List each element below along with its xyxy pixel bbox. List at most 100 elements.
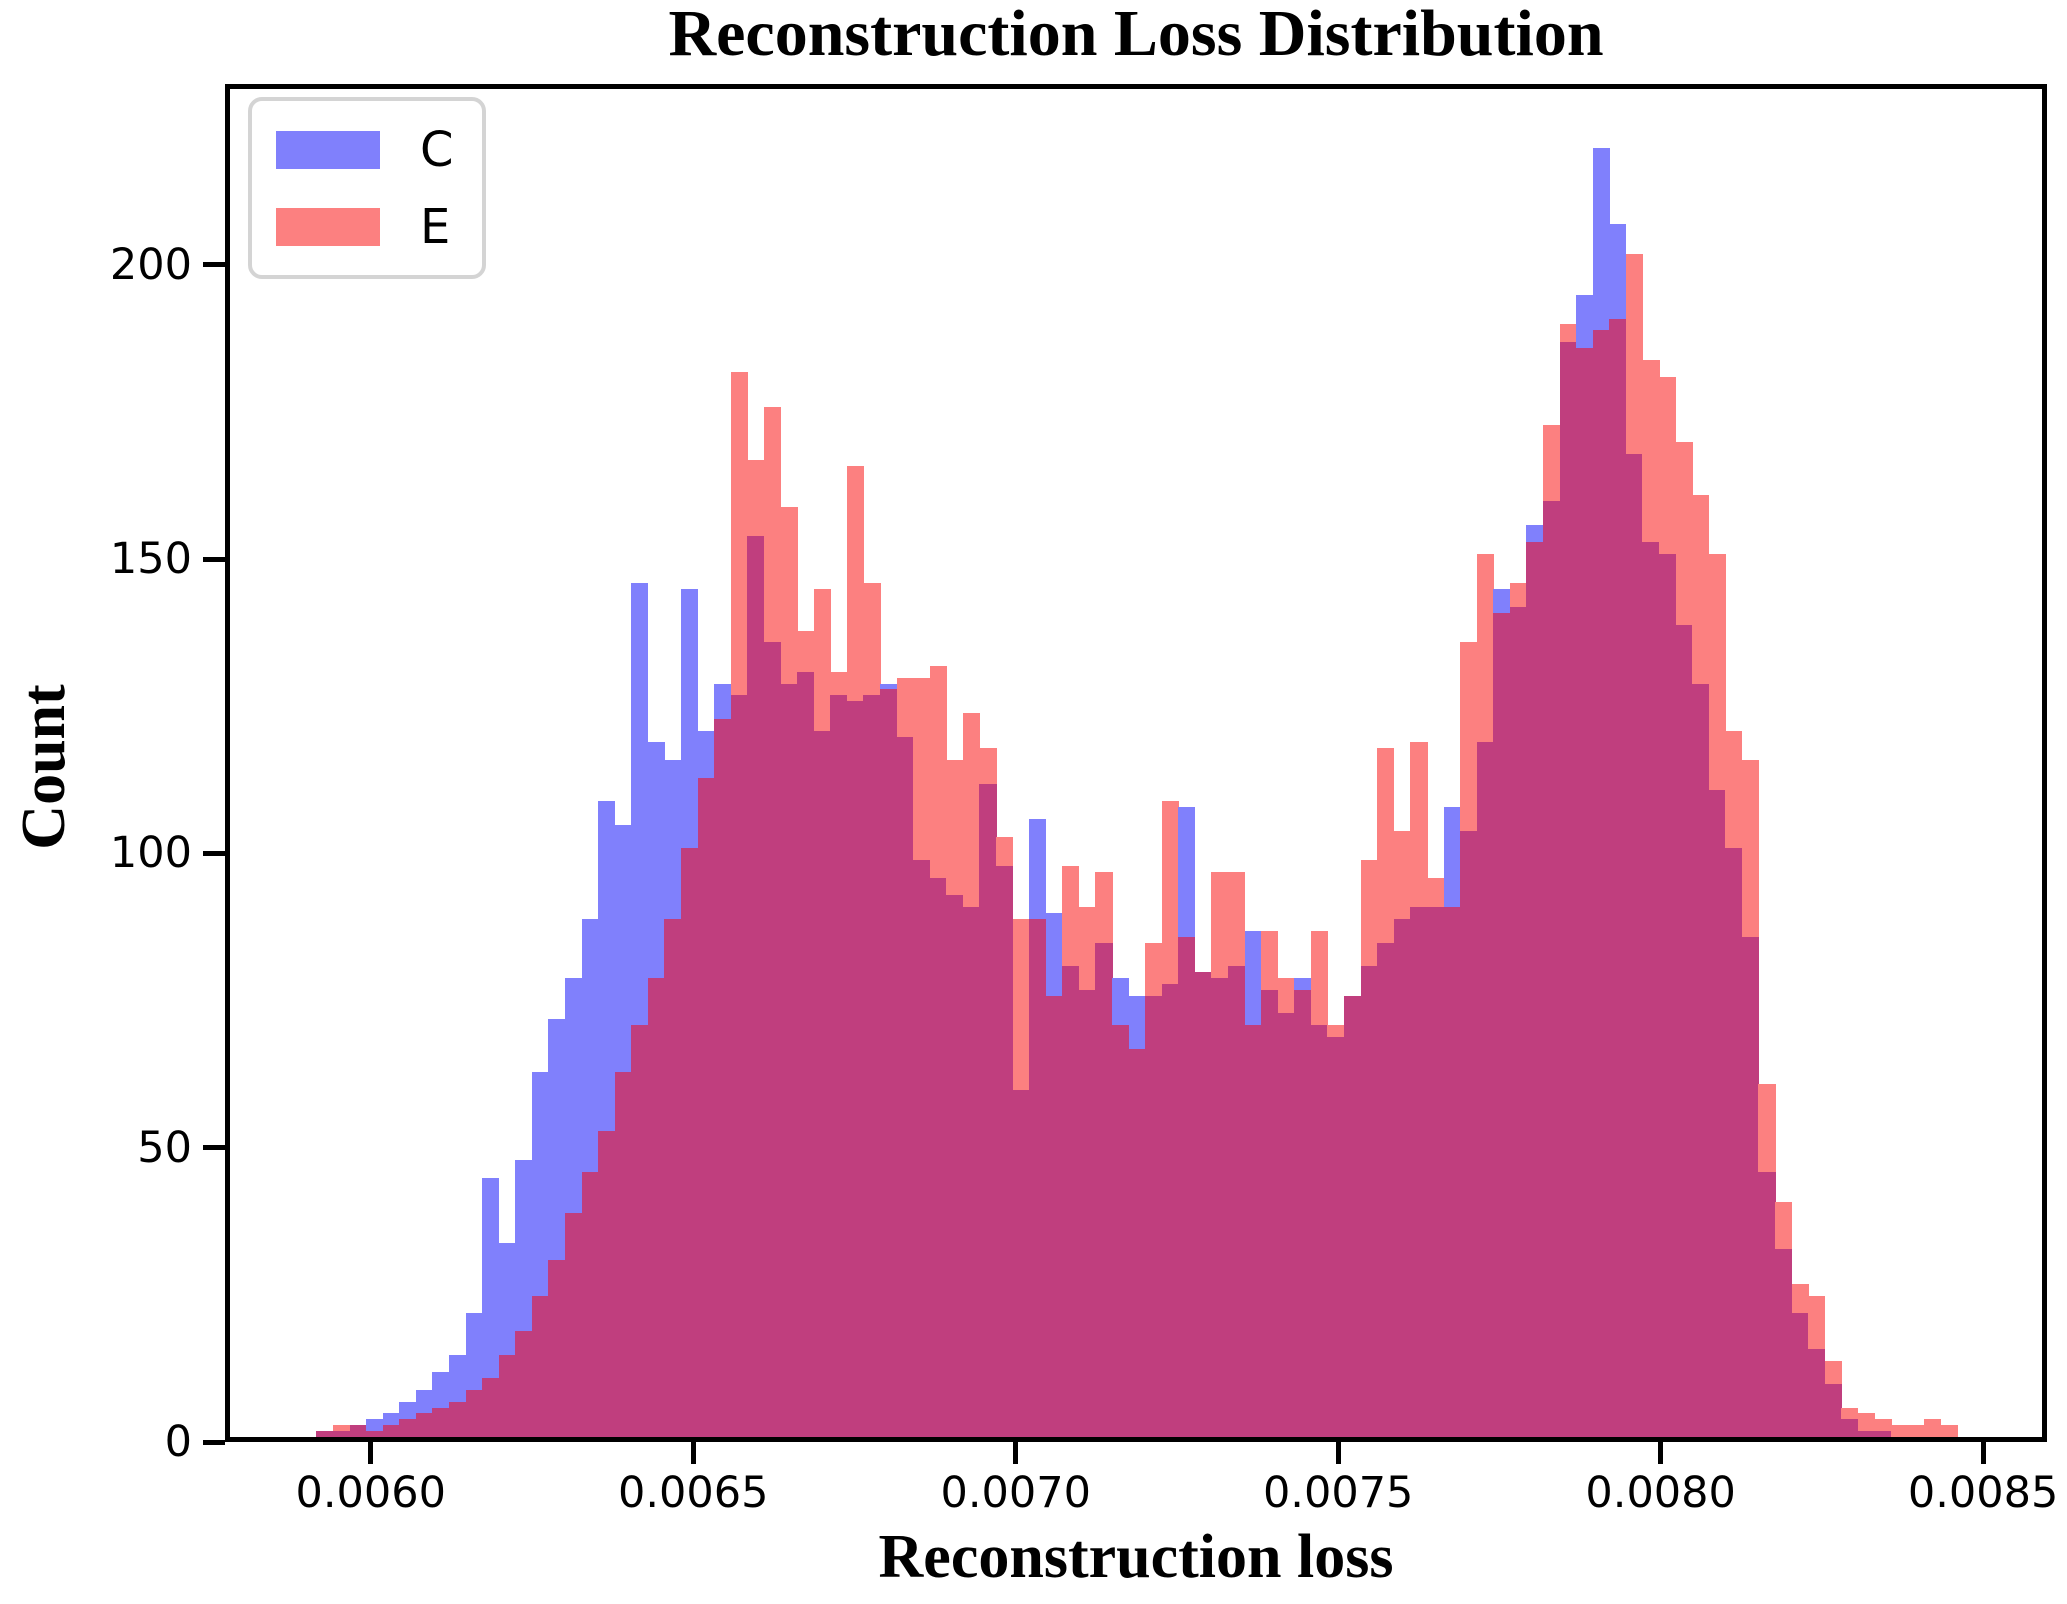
overlap-segment: [1294, 989, 1312, 1437]
histogram-bin: [1609, 224, 1627, 1437]
overlap-segment: [714, 718, 732, 1437]
overlap-segment: [1642, 542, 1660, 1437]
x-tick: [1335, 1442, 1341, 1464]
legend-item-C: C: [276, 126, 482, 174]
histogram-bin: [415, 1389, 433, 1437]
histogram-bin: [1692, 495, 1710, 1437]
y-tick-label: 200: [109, 239, 192, 290]
e-only-segment: [830, 671, 848, 696]
histogram-bin: [1145, 942, 1163, 1437]
c-only-segment: [1576, 295, 1594, 349]
chart-title: Reconstruction Loss Distribution: [668, 0, 1604, 70]
histogram-bin: [598, 801, 616, 1437]
histogram-bin: [1476, 554, 1494, 1437]
c-only-segment: [1592, 147, 1610, 331]
histogram-bin: [1211, 871, 1229, 1437]
overlap-segment: [332, 1431, 351, 1437]
x-tick-label: 0.0085: [1907, 1468, 2059, 1518]
overlap-segment: [846, 701, 864, 1437]
overlap-segment: [1112, 1024, 1130, 1437]
e-only-segment: [1261, 930, 1279, 990]
histogram-bin: [1824, 1360, 1842, 1437]
c-only-segment: [1493, 589, 1511, 613]
histogram-bin: [1493, 589, 1511, 1437]
overlap-segment: [465, 1389, 483, 1437]
overlap-segment: [946, 895, 964, 1437]
y-tick-label: 100: [109, 828, 192, 879]
e-only-segment: [1692, 495, 1710, 684]
c-only-segment: [465, 1313, 483, 1390]
c-only-segment: [1294, 977, 1312, 990]
e-only-segment: [1460, 642, 1478, 831]
y-axis-label: Count: [10, 684, 78, 850]
e-only-segment: [1542, 424, 1561, 502]
histogram-bin: [366, 1419, 384, 1437]
histogram-bin: [465, 1313, 483, 1437]
histogram-bin: [697, 730, 715, 1437]
histogram-bin: [763, 406, 782, 1437]
x-tick: [368, 1442, 374, 1464]
histogram-bin: [1874, 1419, 1892, 1437]
overlap-segment: [780, 683, 798, 1437]
histogram-bin: [1924, 1419, 1942, 1437]
overlap-segment: [1824, 1384, 1842, 1437]
overlap-segment: [896, 736, 914, 1437]
c-only-segment: [415, 1389, 433, 1414]
histogram-bin: [664, 760, 682, 1437]
histogram-bin: [1675, 442, 1693, 1437]
e-only-segment: [1725, 730, 1743, 849]
overlap-segment: [1161, 983, 1179, 1437]
histogram-bin: [913, 677, 931, 1437]
overlap-segment: [763, 642, 782, 1437]
histogram-bin: [797, 630, 815, 1437]
c-only-segment: [399, 1401, 417, 1420]
e-only-segment: [1791, 1283, 1809, 1314]
e-only-segment: [1841, 1407, 1859, 1420]
c-only-segment: [565, 977, 583, 1214]
overlap-segment: [813, 730, 831, 1437]
histogram-bin: [863, 583, 881, 1437]
histogram-bin: [1625, 253, 1644, 1437]
e-only-segment: [929, 665, 947, 878]
c-only-segment: [714, 683, 732, 719]
e-only-segment: [813, 589, 831, 731]
c-only-segment: [581, 919, 599, 1173]
histogram-bin: [515, 1160, 533, 1437]
histogram-bin: [714, 683, 732, 1437]
overlap-segment: [1277, 1013, 1295, 1437]
overlap-segment: [1194, 971, 1213, 1437]
overlap-segment: [1377, 942, 1395, 1437]
e-only-segment: [747, 459, 765, 537]
c-only-segment: [1112, 977, 1130, 1025]
c-only-segment: [697, 730, 715, 778]
histogram-bin: [1559, 324, 1577, 1437]
overlap-segment: [1741, 936, 1760, 1437]
histogram-bin: [482, 1178, 500, 1437]
histogram-bin: [1725, 730, 1743, 1437]
legend-item-E: E: [276, 203, 482, 251]
histogram-bin: [1658, 377, 1677, 1437]
overlap-segment: [316, 1431, 334, 1437]
c-only-segment: [366, 1419, 384, 1432]
overlap-segment: [1625, 453, 1644, 1437]
histogram-bin: [1393, 830, 1411, 1437]
y-tick: [203, 262, 225, 268]
overlap-segment: [498, 1354, 516, 1437]
c-only-segment: [1609, 224, 1627, 319]
overlap-segment: [515, 1331, 533, 1437]
histogram-bin: [681, 589, 699, 1437]
y-tick-label: 50: [137, 1122, 192, 1173]
overlap-segment: [797, 671, 815, 1437]
histogram-bin: [747, 459, 765, 1437]
y-tick: [203, 850, 225, 856]
c-only-segment: [879, 683, 898, 690]
overlap-segment: [432, 1407, 450, 1437]
histogram-bin: [1542, 424, 1561, 1437]
histogram-bin: [1012, 919, 1030, 1437]
histogram-bin: [1891, 1425, 1909, 1437]
c-only-segment: [448, 1354, 467, 1402]
overlap-segment: [1078, 989, 1097, 1437]
histogram-bin: [962, 712, 980, 1437]
e-only-segment: [1360, 860, 1378, 967]
overlap-segment: [1493, 612, 1511, 1437]
